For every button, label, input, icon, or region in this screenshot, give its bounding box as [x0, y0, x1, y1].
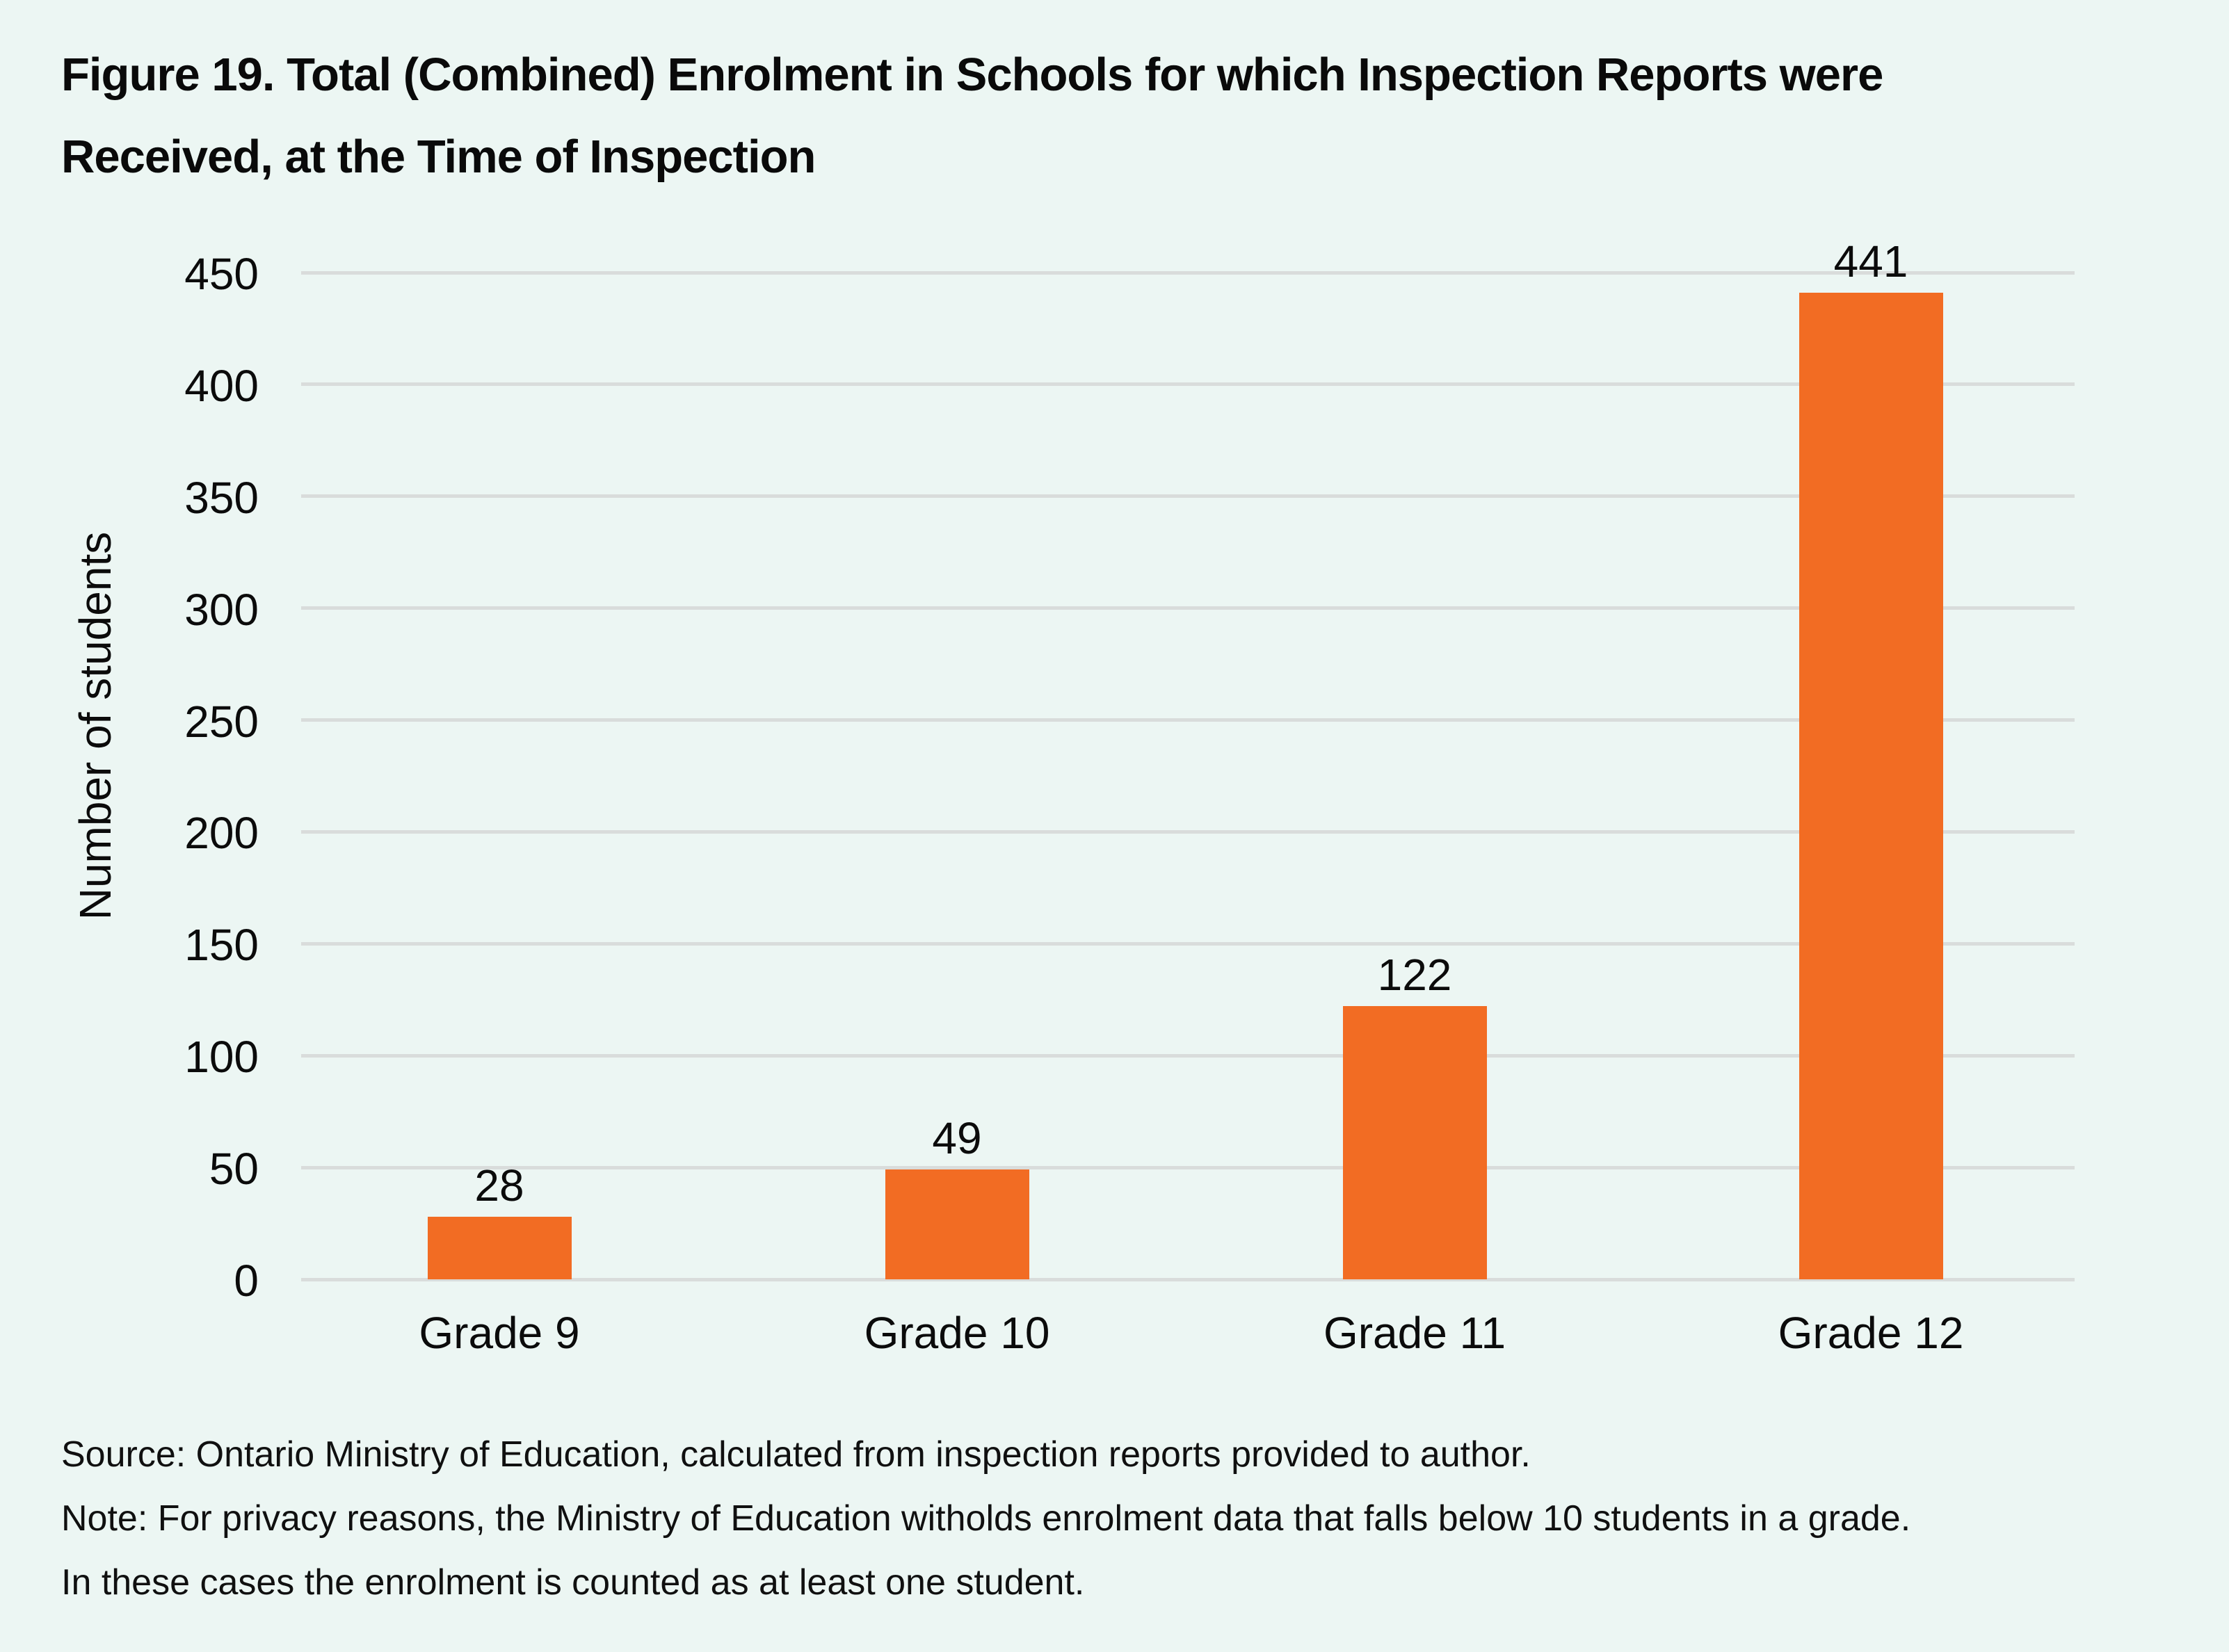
- grid-line-250: [301, 718, 2075, 722]
- grid-line-350: [301, 494, 2075, 499]
- y-tick-label-400: 400: [184, 360, 259, 411]
- bar-value-label-grade-10: 49: [932, 1113, 982, 1164]
- grid-line-450: [301, 270, 2075, 275]
- x-category-label-grade-9: Grade 9: [419, 1308, 580, 1358]
- grid-line-400: [301, 382, 2075, 387]
- grid-line-100: [301, 1053, 2075, 1058]
- y-tick-label-300: 300: [184, 584, 259, 635]
- footnote-note-line-2: In these cases the enrolment is counted …: [61, 1562, 1085, 1603]
- y-tick-label-450: 450: [184, 248, 259, 299]
- y-tick-label-350: 350: [184, 472, 259, 523]
- x-category-label-grade-11: Grade 11: [1323, 1308, 1506, 1358]
- bar-value-label-grade-9: 28: [474, 1160, 524, 1210]
- bar-grade-11: [1342, 1006, 1487, 1279]
- bar-value-label-grade-11: 122: [1377, 950, 1452, 1001]
- y-tick-label-100: 100: [184, 1032, 259, 1083]
- figure-title: Figure 19. Total (Combined) Enrolment in…: [61, 34, 1883, 198]
- y-tick-label-250: 250: [184, 696, 259, 747]
- bar-grade-12: [1799, 292, 1943, 1279]
- x-category-label-grade-12: Grade 12: [1778, 1308, 1964, 1358]
- figure-title-line-1: Figure 19. Total (Combined) Enrolment in…: [61, 49, 1883, 101]
- grid-line-0: [301, 1277, 2075, 1281]
- grid-line-150: [301, 941, 2075, 946]
- bar-grade-10: [885, 1169, 1029, 1279]
- bar-grade-9: [427, 1216, 572, 1279]
- grid-line-300: [301, 606, 2075, 610]
- footnote-source-line: Source: Ontario Ministry of Education, c…: [61, 1434, 1531, 1475]
- y-tick-label-0: 0: [234, 1255, 259, 1306]
- bar-value-label-grade-12: 441: [1833, 236, 1908, 286]
- y-tick-label-150: 150: [184, 920, 259, 971]
- grid-line-200: [301, 829, 2075, 834]
- y-tick-label-200: 200: [184, 808, 259, 859]
- figure-title-line-2: Received, at the Time of Inspection: [61, 131, 816, 183]
- figure-footnote: Source: Ontario Ministry of Education, c…: [61, 1423, 1910, 1614]
- y-tick-label-50: 50: [209, 1144, 259, 1195]
- x-category-label-grade-10: Grade 10: [864, 1308, 1050, 1358]
- grid-line-50: [301, 1165, 2075, 1169]
- footnote-note-line-1: Note: For privacy reasons, the Ministry …: [61, 1498, 1911, 1539]
